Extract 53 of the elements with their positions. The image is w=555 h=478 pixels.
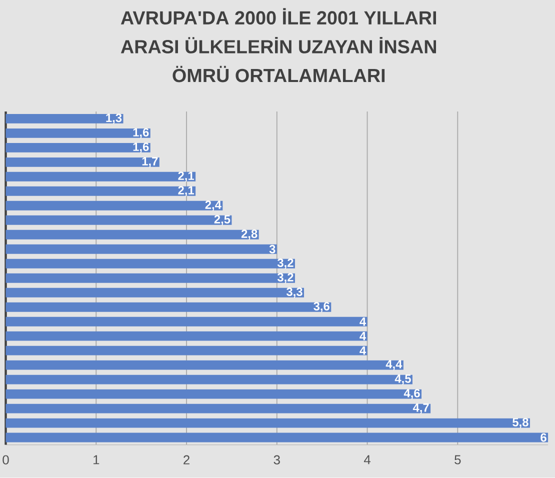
bar xyxy=(6,128,150,138)
bar xyxy=(6,302,332,312)
data-label: 2,1 xyxy=(178,172,194,182)
data-label: 2,5 xyxy=(214,215,230,226)
data-label: 6 xyxy=(540,433,546,442)
data-label: 5,8 xyxy=(512,418,528,428)
bar xyxy=(6,186,196,196)
data-label: 4,7 xyxy=(412,404,429,414)
bar xyxy=(6,375,412,384)
bar xyxy=(6,172,196,182)
bar xyxy=(6,360,404,370)
data-label: 1,7 xyxy=(142,157,158,168)
data-label: 3,6 xyxy=(314,302,330,312)
x-tick-label: 1 xyxy=(94,455,100,464)
bar xyxy=(6,244,277,254)
x-tick-label: 0 xyxy=(2,455,9,465)
data-label: 3,2 xyxy=(277,258,294,269)
data-label: 2,8 xyxy=(241,230,258,240)
data-label: 4,5 xyxy=(394,374,411,385)
data-label: 4 xyxy=(360,318,366,326)
data-label: 3,3 xyxy=(286,288,302,298)
bar xyxy=(6,259,295,269)
bar xyxy=(6,114,124,124)
bar xyxy=(6,230,259,240)
data-label: 4 xyxy=(360,346,366,355)
data-label: 4 xyxy=(360,332,366,340)
bar xyxy=(6,216,232,226)
x-tick-label: 2 xyxy=(184,455,190,464)
bar xyxy=(6,143,150,153)
data-label: 1,3 xyxy=(106,114,122,124)
x-tick-label: 5 xyxy=(454,455,461,464)
data-label: 1,6 xyxy=(133,142,149,153)
x-tick-label: 4 xyxy=(364,455,370,464)
bar xyxy=(6,418,530,428)
bar xyxy=(6,346,368,356)
bar xyxy=(6,274,295,284)
bar xyxy=(6,201,223,211)
data-label: 1,6 xyxy=(133,128,149,138)
bar xyxy=(6,390,422,399)
bar xyxy=(6,317,368,327)
chart-title: AVRUPA'DA 2000 İLE 2001 YILLARI ARASI ÜLKELERİN UZAYAN İNSAN ÖMRÜ ORTALAMALARI xyxy=(120,8,436,82)
data-label: 2,1 xyxy=(178,186,194,196)
bar xyxy=(6,332,368,341)
data-label: 4,4 xyxy=(386,360,402,370)
bar xyxy=(6,158,160,168)
bar xyxy=(6,288,304,298)
data-label: 3,2 xyxy=(277,273,294,284)
data-label: 4,6 xyxy=(404,389,420,400)
data-label: 3 xyxy=(269,245,276,254)
bar xyxy=(6,404,431,414)
data-label: 2,4 xyxy=(205,200,222,211)
x-tick-label: 3 xyxy=(274,455,280,465)
bar xyxy=(6,432,548,442)
